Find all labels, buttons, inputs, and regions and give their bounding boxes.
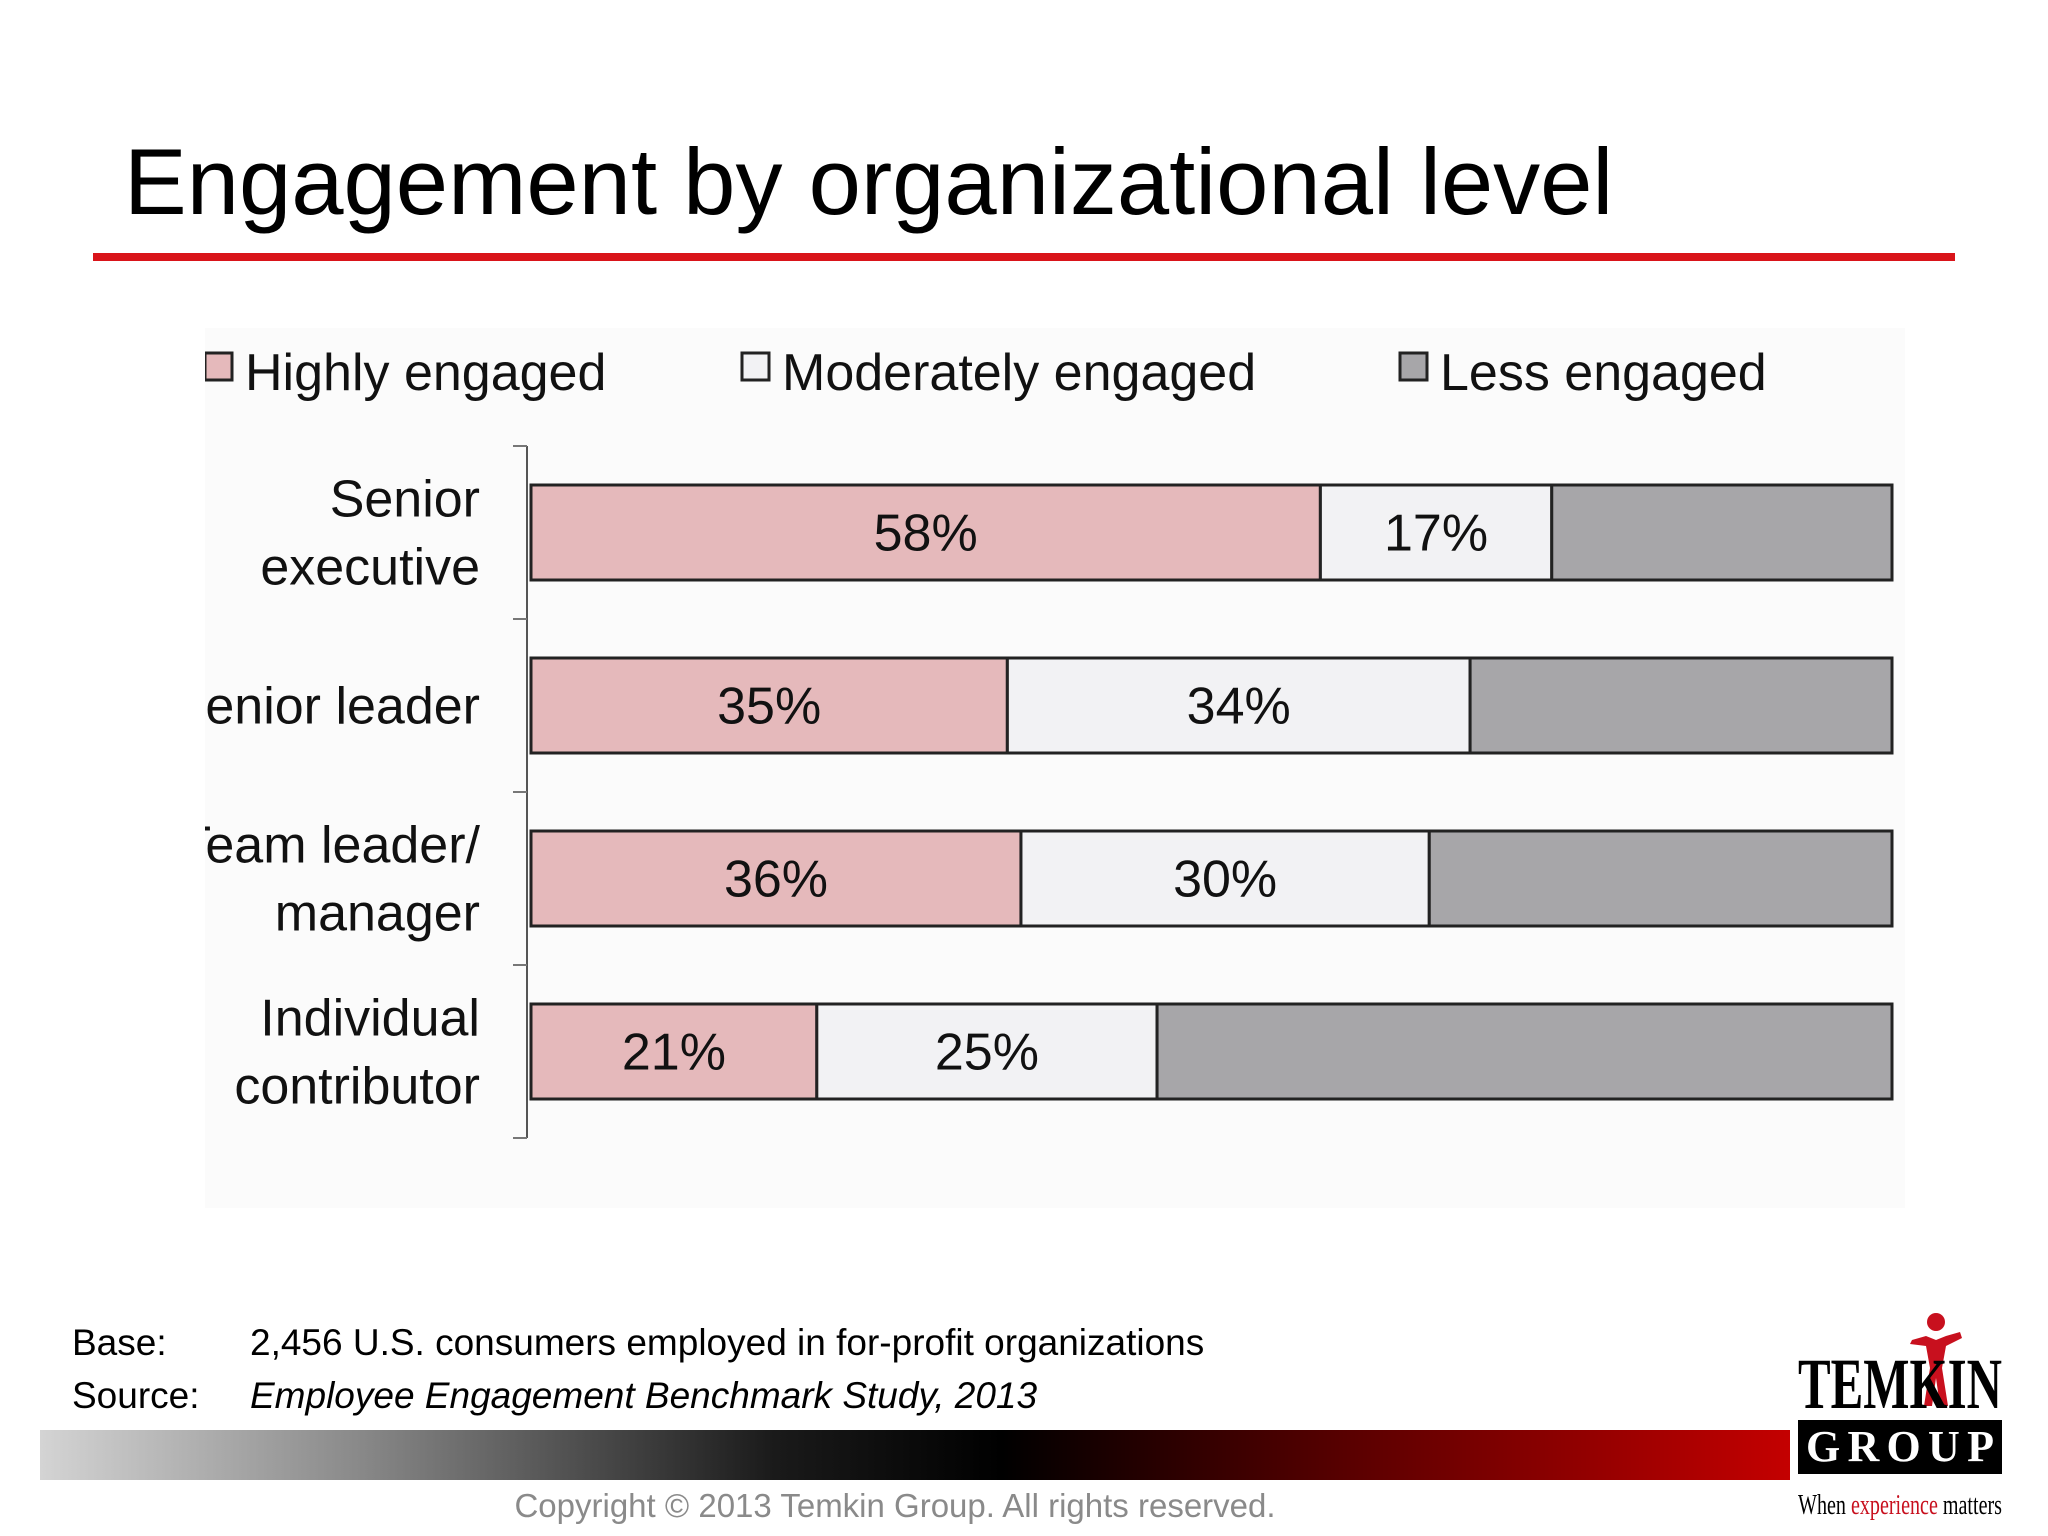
category-label-1-0: Senior leader [205,678,480,736]
data-label-0-0: 58% [874,505,978,563]
source-text: Employee Engagement Benchmark Study, 201… [250,1375,1038,1416]
legend-swatch-2 [1398,351,1429,382]
logo-person-icon [1910,1313,1962,1406]
legend-swatch-0 [205,351,234,382]
bar-1-2 [1468,656,1894,755]
data-label-1-0: 35% [717,678,821,736]
chart-panel: Highly engaged Moderately engaged Less eng… [205,328,1905,1208]
data-label-2-1: 30% [1173,851,1277,909]
base-text: 2,456 U.S. consumers employed in for-pro… [250,1322,1205,1363]
data-label-1-1: 34% [1187,678,1291,736]
data-label-3-1: 25% [935,1024,1039,1082]
source-footnote: Source: Employee Engagement Benchmark Stu… [72,1375,1037,1417]
logo-tagline: When experience matters [1798,1489,2002,1521]
bar-1-1 [1005,656,1472,755]
page-title: Engagement by organizational level [124,129,1614,234]
footer-gradient-bar [40,1430,1790,1480]
bar-2-0 [529,829,1023,928]
data-label-2-0: 36% [724,851,828,909]
data-label-3-0: 21% [622,1024,726,1082]
category-label-2-0: Team leader/ [205,817,481,875]
logo-name: TEMKIN [1798,1344,2002,1424]
bar-3-1 [815,1002,1159,1101]
category-label-2-1: manager [275,885,480,943]
legend-swatch-1 [740,351,771,382]
category-label-0-1: executive [260,539,480,597]
legend-label-2: Less engaged [1440,344,1767,402]
copyright-text: Copyright © 2013 Temkin Group. All right… [514,1487,1276,1524]
logo-group-band [1798,1420,2002,1474]
bar-3-2 [1155,1002,1894,1101]
base-footnote: Base: 2,456 U.S. consumers employed in fo… [72,1322,1204,1364]
category-label-3-1: contributor [234,1058,480,1116]
legend-label-0: Highly engaged [245,344,606,402]
bar-2-2 [1427,829,1894,928]
logo-tagline-experience: experience [1851,1489,1938,1521]
temkin-group-logo: TEMKIN GROUP When experience matters [1798,1313,2002,1521]
bar-3-0 [529,1002,819,1101]
bar-0-2 [1550,483,1894,582]
logo-tagline-matters: matters [1943,1489,2002,1521]
title-divider [93,253,1955,261]
bar-0-0 [529,483,1322,582]
category-label-0-0: Senior [330,471,480,529]
legend-label-1: Moderately engaged [782,344,1256,402]
chart: Highly engaged Moderately engaged Less eng… [205,344,1894,1139]
bar-2-1 [1019,829,1431,928]
logo-tagline-when: When [1798,1489,1846,1521]
category-label-3-0: Individual [260,990,480,1048]
base-label: Base: [72,1322,167,1363]
data-label-0-1: 17% [1384,505,1488,563]
source-label: Source: [72,1375,200,1416]
